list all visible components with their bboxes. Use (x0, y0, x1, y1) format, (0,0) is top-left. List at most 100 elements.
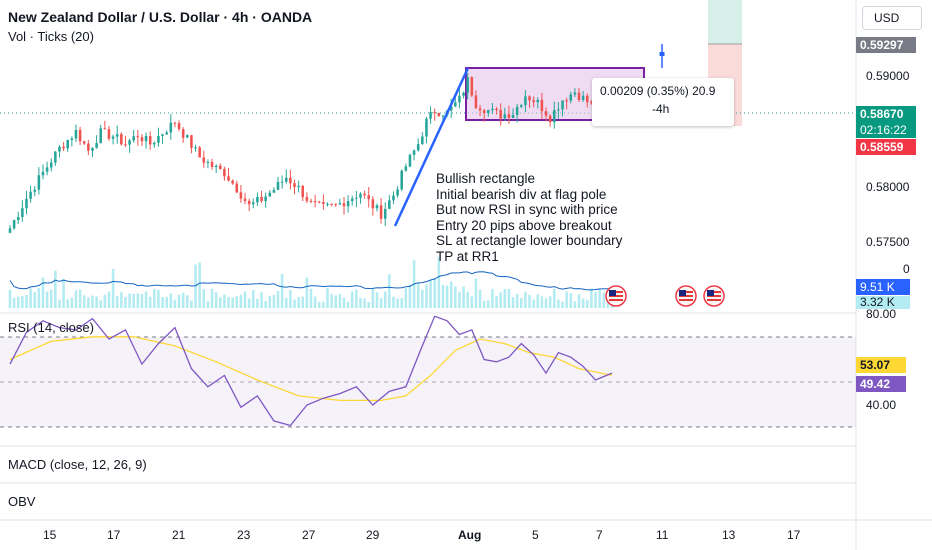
volume-bar (41, 277, 45, 308)
volume-bar (598, 288, 601, 308)
candle-body (524, 96, 527, 106)
volume-bar (602, 292, 606, 308)
volume-bar (441, 284, 445, 308)
volume-bar (284, 297, 288, 308)
volume-bar (416, 282, 420, 308)
candle-body (408, 154, 412, 167)
volume-bar (165, 297, 168, 308)
volume-bar (581, 298, 585, 308)
sl-price-label: 0.58559 (856, 139, 916, 155)
volume-bar (363, 298, 366, 308)
candle-body (528, 96, 531, 101)
volume-bar (260, 291, 263, 308)
macd-legend[interactable]: MACD (close, 12, 26, 9) (8, 457, 147, 472)
candle-body (194, 147, 197, 149)
volume-bar (33, 292, 37, 308)
candle-body (107, 129, 111, 139)
event-flag-us[interactable] (703, 285, 725, 307)
chart-title[interactable]: New Zealand Dollar / U.S. Dollar · 4h · … (8, 9, 313, 25)
time-tick: 17 (107, 528, 121, 542)
candle-body (284, 177, 288, 182)
candle-body (33, 189, 37, 192)
candle-body (268, 192, 272, 197)
volume-bar (528, 294, 531, 308)
volume-bar (8, 289, 12, 308)
bar-countdown-label: 02:16:22 (856, 122, 916, 138)
volume-bar (256, 298, 259, 308)
candle-body (256, 196, 259, 203)
event-flag-us[interactable] (675, 285, 697, 307)
candle-body (210, 162, 214, 168)
candle-body (239, 192, 243, 199)
rsi-line[interactable] (9, 315, 613, 427)
candle-body (74, 129, 78, 139)
take-profit-zone[interactable] (708, 0, 742, 44)
volume-bar (548, 296, 552, 308)
rsi-ma-line[interactable] (9, 336, 613, 402)
obv-legend[interactable]: OBV (8, 494, 36, 509)
candle-body (561, 100, 564, 110)
volume-bar (128, 293, 131, 308)
analysis-annotation[interactable]: Bullish rectangle Initial bearish div at … (436, 171, 622, 264)
candle-body (462, 92, 465, 96)
volume-bar (293, 299, 296, 308)
volume-bar (264, 301, 267, 308)
annotation-line: TP at RR1 (436, 248, 499, 264)
candle-body (140, 137, 144, 142)
volume-bar (520, 297, 523, 308)
volume-bar (132, 293, 135, 308)
volume-bar (243, 291, 247, 308)
volume-bar (140, 294, 144, 308)
volume-bar (342, 297, 346, 308)
volume-bar (210, 288, 214, 308)
candle-body (21, 208, 24, 218)
candle-body (383, 208, 387, 219)
candle-body (359, 193, 362, 198)
candle-body (478, 108, 482, 111)
candle-body (540, 99, 544, 112)
candle-body (223, 168, 226, 177)
candle-body (16, 217, 20, 221)
measure-bars: -4h (652, 102, 670, 116)
volume-bar (99, 300, 102, 308)
candle-body (536, 99, 540, 103)
volume-bar (482, 300, 486, 308)
candle-body (219, 165, 222, 169)
volume-bar (280, 273, 284, 308)
volume-bar (553, 288, 556, 308)
future-candle-body (659, 52, 665, 56)
volume-bar (396, 298, 399, 308)
volume-bar (115, 296, 119, 308)
candle-body (111, 136, 115, 139)
volume-bar (495, 296, 498, 308)
rsi-legend[interactable]: RSI (14, close) (8, 320, 94, 335)
volume-bar (322, 301, 325, 308)
time-tick: Aug (458, 528, 482, 542)
volume-bar (433, 278, 436, 308)
candle-body (29, 191, 32, 199)
volume-bar (437, 256, 441, 308)
candle-body (148, 136, 152, 145)
time-tick: 29 (366, 528, 380, 542)
candle-body (503, 114, 507, 119)
volume-axis-cut-tick: 0 (903, 262, 910, 276)
volume-bar (62, 278, 65, 308)
candle-body (95, 143, 98, 148)
candle-body (363, 193, 366, 196)
flagpole-trend-line[interactable] (393, 67, 470, 227)
volume-bar (511, 297, 515, 308)
currency-button[interactable]: USD (862, 6, 922, 30)
candle-body (227, 176, 230, 181)
event-flag-us[interactable] (605, 285, 627, 307)
volume-bar (153, 289, 156, 308)
candle-body (58, 146, 61, 152)
volume-bar (235, 296, 239, 308)
volume-bar (462, 286, 465, 308)
volume-bar (148, 296, 152, 308)
volume-legend[interactable]: Vol · Ticks (20) (8, 29, 94, 44)
candle-body (235, 183, 239, 193)
last-price-label: 0.58670 (856, 106, 916, 122)
tp-price-label: 0.59297 (856, 37, 916, 53)
candle-body (367, 195, 370, 200)
